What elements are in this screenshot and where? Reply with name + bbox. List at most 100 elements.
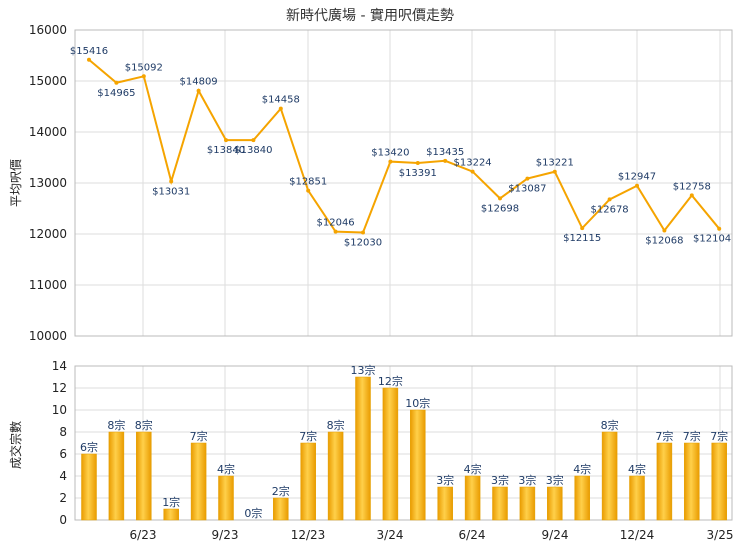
price-plot-frame	[74, 29, 733, 337]
price-data-label: $13840	[234, 145, 272, 156]
x-tick-label: 9/24	[542, 528, 569, 542]
price-data-point	[607, 197, 612, 202]
volume-y-tick-label: 6	[59, 447, 67, 461]
volume-bar	[574, 475, 590, 521]
price-data-label: $13031	[152, 186, 190, 197]
volume-y-axis-label: 成交宗數	[8, 421, 23, 469]
x-tick-label: 6/23	[130, 528, 157, 542]
volume-bar	[81, 453, 97, 521]
price-data-point	[552, 169, 557, 174]
price-data-point	[717, 226, 722, 231]
price-data-label: $13391	[399, 168, 437, 179]
price-data-label: $15416	[70, 46, 108, 57]
price-data-point	[415, 161, 420, 166]
price-data-point	[388, 159, 393, 164]
price-data-point	[333, 229, 338, 234]
volume-bar-label: 7宗	[655, 429, 673, 443]
price-data-label: $14965	[97, 88, 135, 99]
volume-bar	[684, 442, 700, 521]
volume-bar-label: 7宗	[190, 429, 208, 443]
volume-y-tick-label: 10	[52, 403, 67, 417]
volume-bar	[355, 376, 371, 521]
x-tick-label: 9/23	[212, 528, 239, 542]
volume-y-tick-label: 8	[59, 425, 67, 439]
price-data-label: $13420	[371, 148, 409, 159]
volume-bar	[190, 442, 207, 521]
price-data-label: $13087	[508, 184, 546, 195]
x-tick-label: 6/24	[459, 528, 486, 542]
price-data-label: $13224	[454, 158, 492, 169]
price-data-point	[470, 169, 475, 174]
volume-bar	[218, 475, 234, 521]
price-data-point	[278, 106, 283, 111]
price-data-point	[141, 74, 146, 79]
price-data-point	[114, 80, 119, 85]
volume-bar-label: 12宗	[378, 374, 403, 388]
volume-plot-frame	[74, 365, 733, 521]
volume-bar-label: 3宗	[491, 473, 509, 487]
price-data-label: $12030	[344, 237, 382, 248]
price-data-point	[635, 183, 639, 188]
price-data-point	[361, 230, 365, 235]
price-data-label: $12046	[317, 218, 355, 229]
x-tick-label: 3/24	[377, 528, 404, 542]
volume-bar-label: 4宗	[573, 462, 591, 476]
price-y-axis-label: 平均呎價	[9, 159, 23, 207]
price-data-label: $14458	[262, 95, 300, 106]
volume-bar	[273, 497, 289, 521]
price-data-label: $13435	[426, 147, 464, 158]
volume-bar	[300, 442, 316, 521]
volume-bar-label: 3宗	[436, 473, 454, 487]
chart-title: 新時代廣場 - 實用呎價走勢	[286, 7, 454, 24]
price-data-label: $13840	[207, 145, 245, 156]
price-data-label: $12104	[693, 234, 731, 245]
volume-bar	[327, 431, 344, 521]
price-data-point	[662, 228, 667, 233]
x-tick-label: 3/25	[707, 528, 734, 542]
volume-y-tick-label: 14	[52, 359, 67, 373]
volume-y-tick-label: 12	[52, 381, 67, 395]
x-tick-label: 12/24	[620, 528, 655, 542]
volume-bar	[601, 431, 618, 521]
volume-bar-label: 2宗	[272, 484, 290, 498]
price-data-point	[87, 57, 91, 62]
volume-bar	[519, 486, 536, 521]
price-data-label: $12698	[481, 203, 519, 214]
volume-bar	[656, 442, 673, 521]
volume-bar	[163, 508, 179, 521]
price-y-tick-label: 12000	[29, 227, 67, 241]
price-y-tick-label: 10000	[29, 329, 67, 343]
volume-bar	[437, 486, 453, 521]
price-y-tick-label: 15000	[29, 74, 67, 88]
volume-bar-label: 0宗	[244, 506, 262, 520]
price-data-label: $12115	[563, 233, 601, 244]
price-data-label: $12678	[591, 204, 629, 215]
volume-bar	[492, 486, 508, 521]
volume-y-tick-label: 2	[59, 491, 67, 505]
volume-y-tick-label: 0	[59, 513, 67, 527]
price-data-label: $12758	[673, 181, 711, 192]
volume-bar-label: 4宗	[628, 462, 646, 476]
volume-bar-label: 7宗	[710, 429, 728, 443]
volume-bar	[108, 431, 125, 521]
price-y-tick-label: 14000	[29, 125, 67, 139]
volume-bar-label: 6宗	[80, 440, 98, 454]
volume-bar	[410, 409, 426, 521]
price-data-point	[525, 176, 530, 181]
price-data-point	[498, 196, 502, 201]
volume-bar-label: 7宗	[299, 429, 317, 443]
volume-bar-label: 10宗	[405, 396, 430, 410]
price-data-point	[689, 193, 694, 198]
price-data-label: $12947	[618, 172, 656, 183]
price-y-tick-label: 16000	[29, 23, 67, 37]
x-tick-label: 12/23	[291, 528, 326, 542]
price-data-point	[169, 179, 174, 184]
volume-y-tick-label: 4	[59, 469, 67, 483]
volume-bar-label: 3宗	[518, 473, 536, 487]
volume-bar-label: 4宗	[464, 462, 482, 476]
volume-bar	[711, 442, 727, 521]
price-data-point	[580, 226, 585, 231]
volume-bar	[136, 431, 152, 521]
